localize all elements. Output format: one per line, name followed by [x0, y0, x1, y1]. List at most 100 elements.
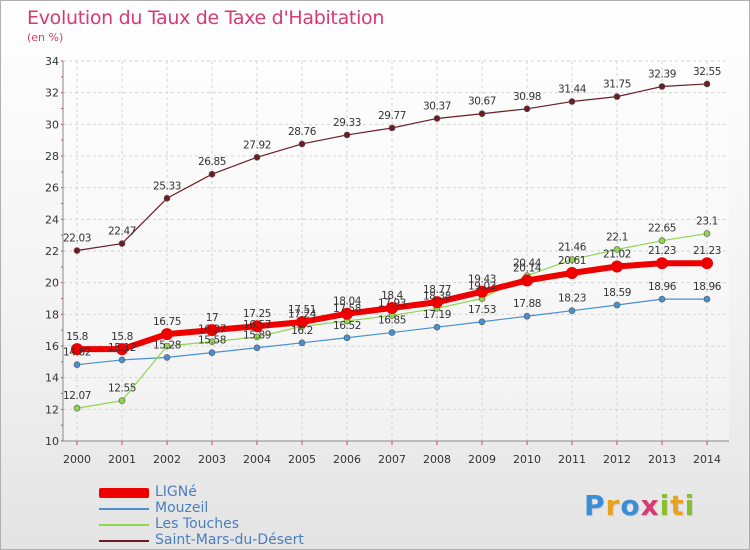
data-label-ligne: 20.14: [513, 262, 542, 274]
data-label-ligne: 17.51: [288, 304, 316, 316]
data-label-ligne: 15.8: [111, 331, 133, 343]
data-label-les-touches: 23.1: [696, 216, 718, 228]
data-label-saint-mars: 22.03: [63, 233, 91, 245]
data-label-mouzeil: 16.2: [291, 325, 313, 337]
x-tick-label: 2011: [558, 453, 586, 466]
legend-label-saint-mars: Saint-Mars-du-Désert: [155, 532, 304, 548]
data-label-ligne: 16.75: [153, 316, 181, 328]
y-tick-label: 30: [45, 118, 59, 131]
data-point-ligne: [71, 343, 83, 356]
data-label-les-touches: 17.93: [378, 297, 406, 309]
data-point-mouzeil: [253, 344, 261, 352]
data-point-ligne: [431, 296, 443, 309]
x-tick-label: 2012: [603, 453, 631, 466]
data-point-mouzeil: [343, 334, 351, 342]
x-tick-label: 2000: [63, 453, 91, 466]
data-point-saint-mars: [658, 83, 666, 90]
data-point-saint-mars: [613, 93, 621, 100]
data-point-ligne: [386, 302, 398, 314]
data-label-les-touches: 21.46: [558, 242, 587, 254]
data-point-ligne: [206, 324, 218, 337]
data-label-mouzeil: 17.88: [513, 298, 541, 310]
legend-swatch-ligne: [99, 488, 149, 498]
data-label-mouzeil: 17.19: [423, 309, 451, 321]
data-label-les-touches: 22.1: [606, 231, 628, 243]
data-point-les-touches: [703, 230, 711, 237]
y-tick-label: 18: [45, 308, 59, 321]
data-label-mouzeil: 15.89: [243, 330, 271, 342]
data-label-les-touches: 19.03: [468, 281, 496, 293]
y-tick-label: 28: [45, 150, 59, 163]
data-point-les-touches: [163, 342, 171, 350]
data-label-saint-mars: 25.33: [153, 180, 181, 192]
y-tick-label: 12: [45, 403, 59, 416]
data-label-ligne: 17.25: [243, 308, 271, 320]
data-point-mouzeil: [118, 356, 126, 364]
data-label-saint-mars: 31.44: [558, 84, 587, 96]
data-label-saint-mars: 31.75: [603, 79, 631, 91]
proxiti-logo: Proxiti: [584, 489, 696, 522]
data-label-saint-mars: 27.92: [243, 139, 271, 151]
x-tick-label: 2013: [648, 453, 676, 466]
data-point-mouzeil: [208, 349, 216, 356]
data-label-saint-mars: 22.47: [108, 226, 136, 238]
data-point-les-touches: [118, 397, 126, 404]
data-label-mouzeil: 15.58: [198, 335, 226, 347]
data-label-les-touches: 12.55: [108, 383, 136, 395]
data-label-les-touches: 22.65: [648, 223, 676, 235]
data-label-saint-mars: 29.77: [378, 110, 406, 122]
data-point-les-touches: [613, 246, 621, 253]
data-label-mouzeil: 18.23: [558, 293, 586, 305]
data-point-saint-mars: [118, 240, 126, 247]
y-tick-label: 20: [45, 277, 59, 290]
x-tick-label: 2005: [288, 453, 316, 466]
legend-swatch-saint-mars: [99, 540, 149, 542]
data-label-mouzeil: 16.52: [333, 320, 361, 332]
data-point-saint-mars: [388, 124, 396, 132]
data-point-les-touches: [658, 237, 666, 245]
data-point-mouzeil: [703, 295, 711, 303]
data-point-mouzeil: [298, 339, 306, 347]
data-label-ligne: 18.77: [423, 284, 451, 296]
data-label-ligne: 18.04: [333, 296, 362, 308]
data-point-ligne: [566, 267, 578, 280]
x-tick-label: 2014: [693, 453, 721, 466]
legend-label-mouzeil: Mouzeil: [155, 500, 209, 516]
data-point-ligne: [161, 328, 173, 341]
data-label-saint-mars: 32.55: [693, 66, 721, 78]
data-label-ligne: 17: [206, 312, 219, 324]
y-tick-label: 26: [45, 182, 59, 195]
chart-subtitle: (en %): [27, 31, 64, 44]
data-point-mouzeil: [478, 318, 486, 326]
data-label-mouzeil: 17.53: [468, 304, 496, 316]
legend-label-ligne: LIGNé: [155, 484, 197, 500]
legend-swatch-les-touches: [99, 524, 149, 526]
data-label-ligne: 21.02: [603, 249, 631, 261]
data-label-saint-mars: 26.85: [198, 156, 226, 168]
data-point-les-touches: [568, 256, 576, 263]
data-label-ligne: 21.23: [693, 245, 721, 257]
legend-swatch-mouzeil: [99, 508, 149, 510]
data-label-les-touches: 17.24: [288, 308, 317, 320]
data-point-ligne: [701, 257, 713, 270]
data-label-les-touches: 17.58: [333, 303, 361, 315]
data-point-saint-mars: [523, 105, 531, 113]
data-point-ligne: [611, 260, 623, 273]
x-tick-label: 2007: [378, 453, 406, 466]
data-point-saint-mars: [73, 247, 81, 254]
data-point-saint-mars: [433, 115, 441, 122]
data-label-les-touches: 18.38: [423, 290, 451, 302]
data-point-mouzeil: [73, 361, 81, 368]
data-label-saint-mars: 29.33: [333, 117, 361, 129]
data-label-mouzeil: 18.96: [648, 281, 677, 293]
y-tick-label: 34: [45, 55, 59, 68]
data-label-saint-mars: 30.37: [423, 100, 451, 112]
y-tick-label: 22: [45, 245, 59, 258]
x-tick-label: 2003: [198, 453, 226, 466]
data-point-mouzeil: [568, 307, 576, 314]
data-label-ligne: 20.61: [558, 255, 586, 267]
data-point-mouzeil: [523, 312, 531, 320]
y-tick-label: 24: [45, 213, 59, 226]
data-point-mouzeil: [388, 329, 396, 336]
